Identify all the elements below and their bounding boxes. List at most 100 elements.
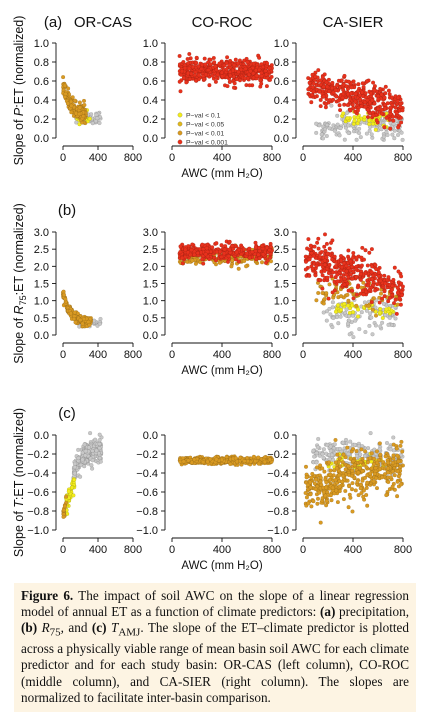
y-tick-label: −0.8 <box>27 506 49 518</box>
point-p_0001 <box>325 275 330 280</box>
point-p_0001 <box>358 277 363 282</box>
point-p_0001 <box>313 74 318 79</box>
point-p_001 <box>334 466 339 471</box>
point-not_significant <box>392 136 397 141</box>
y-tick-label: 1.0 <box>34 296 49 308</box>
point-p_0001 <box>383 91 388 96</box>
point-p_01 <box>378 306 383 312</box>
point-p_001 <box>341 452 346 457</box>
point-not_significant <box>358 452 363 457</box>
point-p_0001 <box>185 71 191 76</box>
point-p_0001 <box>351 296 356 301</box>
caption-sub-75: 75 <box>49 627 61 640</box>
point-p_0001 <box>368 91 373 96</box>
point-p_0001 <box>350 255 356 260</box>
point-p_0001 <box>307 257 312 262</box>
point-p_0001 <box>329 86 335 91</box>
point-not_significant <box>392 128 397 133</box>
point-p_0001 <box>374 118 379 123</box>
point-p_0001 <box>317 254 322 260</box>
point-p_001 <box>189 460 194 465</box>
point-p_001 <box>351 459 356 464</box>
point-p_0001 <box>232 63 237 68</box>
point-p_0001 <box>339 265 344 270</box>
point-not_significant <box>336 321 341 326</box>
point-p_0001 <box>322 268 327 274</box>
point-p_0001 <box>194 60 199 65</box>
point-p_001 <box>358 460 363 465</box>
point-p_001 <box>66 86 71 91</box>
point-p_001 <box>233 456 238 461</box>
point-p_0001 <box>386 299 391 304</box>
point-not_significant <box>312 454 317 459</box>
point-p_0001 <box>376 96 381 101</box>
x-tick-label: 0 <box>60 349 66 361</box>
point-p_0001 <box>385 101 390 106</box>
point-not_significant <box>395 132 401 138</box>
point-p_001 <box>186 458 191 463</box>
y-tick-label: 0.0 <box>274 330 289 342</box>
point-not_significant <box>90 448 95 453</box>
point-p_0001 <box>207 83 212 88</box>
x-tick-label: 800 <box>124 152 142 164</box>
point-p_0001 <box>360 94 366 99</box>
point-not_significant <box>330 325 335 330</box>
figure-6-scatter-grid: OR-CAS CO-ROC CA-SIER (a) Slope of P:ET (nor… <box>12 14 412 572</box>
point-p_0001 <box>256 252 261 257</box>
point-p_001 <box>244 264 249 269</box>
point-p_0001 <box>307 80 312 85</box>
y-tick-label: −0.4 <box>27 468 49 480</box>
point-p_0001 <box>263 68 268 73</box>
point-p_0001 <box>379 296 385 301</box>
y-tick-label: 0.4 <box>143 95 158 107</box>
point-p_0001 <box>371 80 376 85</box>
point-not_significant <box>343 437 349 442</box>
point-p_001 <box>373 466 378 471</box>
point-p_0001 <box>180 255 185 260</box>
point-p_0001 <box>332 254 337 259</box>
point-p_001 <box>335 500 340 505</box>
point-p_0001 <box>390 293 395 298</box>
point-p_0001 <box>197 247 203 252</box>
point-p_001 <box>340 479 345 484</box>
point-p_0001 <box>227 247 232 252</box>
y-tick-label: 0.0 <box>274 133 289 145</box>
point-p_0001 <box>324 97 329 102</box>
point-p_0001 <box>181 59 186 65</box>
figure-caption: Figure 6. The impact of soil AWC on the … <box>14 583 416 713</box>
point-p_0001 <box>327 262 332 267</box>
y-tick-label: −1.0 <box>27 525 49 537</box>
point-p_001 <box>345 292 350 297</box>
point-p_01 <box>345 303 351 308</box>
point-p_0001 <box>313 273 318 278</box>
point-p_001 <box>343 488 348 494</box>
point-p_001 <box>341 497 346 502</box>
point-p_001 <box>230 258 235 263</box>
legend: P−val < 0.1 P−val < 0.05 P−val < 0.01 P−val… <box>177 113 228 147</box>
point-p_0001 <box>386 88 391 93</box>
point-not_significant <box>83 449 88 454</box>
point-p_0001 <box>371 283 376 288</box>
point-p_0001 <box>348 268 353 273</box>
point-p_0001 <box>243 66 248 71</box>
y-tick-label: 0.2 <box>34 114 49 126</box>
y-tick-label: 0.0 <box>34 133 49 145</box>
point-p_0001 <box>375 282 380 287</box>
point-p_001 <box>354 303 359 308</box>
point-p_0001 <box>224 67 229 72</box>
point-p_01 <box>345 116 350 121</box>
point-not_significant <box>314 460 319 465</box>
point-p_0001 <box>323 248 328 254</box>
point-p_001 <box>334 488 339 493</box>
legend-marker-p_0001 <box>177 139 183 145</box>
point-p_0001 <box>328 240 334 245</box>
point-p_01 <box>333 309 339 314</box>
point-not_significant <box>369 132 374 137</box>
point-not_significant <box>350 313 355 318</box>
y-tick-label: −0.6 <box>267 487 289 499</box>
point-p_0001 <box>267 77 273 82</box>
caption-tag-a: (a) <box>319 604 336 620</box>
point-p_0001 <box>367 287 372 292</box>
y-tick-label: 2.5 <box>34 244 49 256</box>
point-p_0001 <box>388 105 393 110</box>
